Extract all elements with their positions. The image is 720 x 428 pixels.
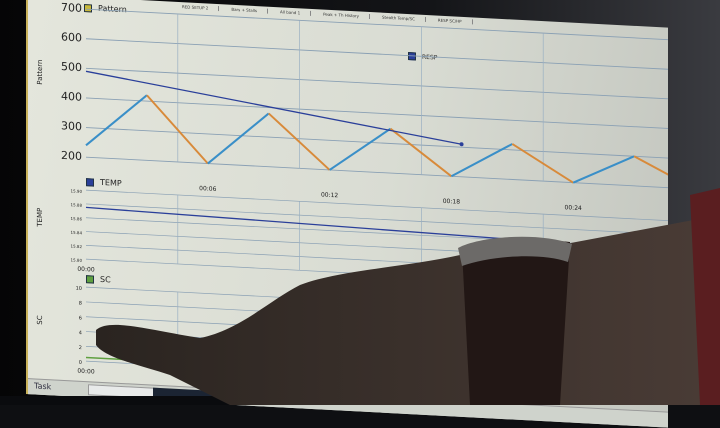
y-tick-label: 500	[61, 60, 82, 74]
pattern-line-segment	[450, 143, 513, 178]
y-tick-label: 8	[79, 301, 82, 307]
y-tick-label: 4	[79, 330, 82, 336]
hand-shape	[96, 215, 720, 405]
y-tick-label: 300	[61, 119, 82, 133]
y-tick-label: 0	[79, 360, 82, 366]
y-tick-label: 15.82	[71, 244, 83, 250]
gridline	[86, 189, 668, 221]
y-tick-label: 15.90	[71, 188, 83, 194]
y-tick-label: 700	[61, 1, 82, 15]
gridline	[86, 203, 668, 235]
y-tick-label: 15.88	[71, 202, 83, 208]
pattern-line-segment	[85, 94, 148, 147]
gridline	[86, 67, 668, 100]
x-tick-label: 00:00	[77, 266, 94, 274]
y-tick-label: 6	[79, 315, 82, 321]
y-tick-label: 200	[61, 149, 82, 163]
pattern-line-segment	[207, 112, 270, 165]
hand-photo	[96, 188, 720, 405]
y-tick-label: 15.80	[71, 257, 83, 263]
pattern-line-segment	[572, 155, 635, 184]
pattern-line-segment	[146, 94, 209, 165]
y-tick-label: 400	[61, 90, 82, 104]
resp-end-point	[459, 142, 464, 147]
x-tick-label: 00:12	[321, 191, 338, 199]
x-tick-label: 00:18	[443, 198, 460, 206]
gridline	[86, 38, 668, 70]
y-tick-label: 15.86	[71, 216, 83, 222]
gridline	[86, 8, 668, 41]
gridline	[86, 127, 668, 159]
y-tick-label: 15.84	[71, 230, 83, 236]
gridline	[86, 156, 668, 189]
x-tick-label: 00:00	[77, 368, 94, 376]
x-tick-label: 00:24	[565, 204, 582, 212]
gridline	[86, 97, 668, 129]
pattern-line-segment	[633, 155, 668, 190]
wristwatch-case	[458, 236, 572, 266]
pattern-line-segment	[389, 127, 452, 178]
y-tick-label: 600	[61, 30, 82, 44]
x-tick-label: 00:06	[199, 185, 216, 193]
y-tick-label: 10	[76, 286, 82, 292]
wristwatch-strap	[462, 238, 570, 405]
pattern-line-segment	[268, 112, 331, 171]
resp-line	[85, 70, 462, 145]
pattern-line-segment	[329, 127, 392, 171]
pattern-line-segment	[511, 143, 574, 184]
sleeve	[690, 188, 720, 405]
y-tick-label: 2	[79, 345, 82, 351]
